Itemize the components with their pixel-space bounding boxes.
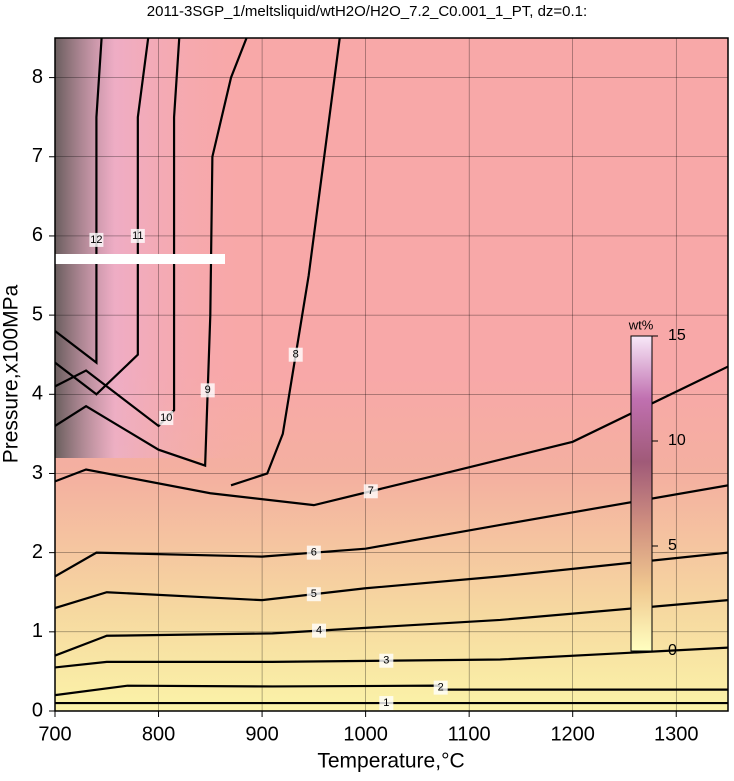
y-tick-label: 8 bbox=[32, 66, 43, 88]
contour-label-bg bbox=[363, 484, 378, 499]
y-tick-label: 5 bbox=[32, 303, 43, 325]
contour-line bbox=[55, 646, 728, 669]
contour-label-bg bbox=[379, 653, 394, 668]
y-tick-label: 4 bbox=[32, 383, 43, 405]
x-tick-label: 1100 bbox=[448, 723, 491, 745]
contour-label: 1 bbox=[383, 697, 389, 709]
contour-label-bg bbox=[312, 623, 327, 638]
y-tick-label: 0 bbox=[32, 699, 43, 721]
contour-label: 11 bbox=[132, 230, 143, 242]
contour-label-bg bbox=[288, 347, 303, 362]
contour-label-bg bbox=[306, 587, 321, 602]
x-axis-label: Temperature,°C bbox=[317, 750, 464, 773]
contour-line bbox=[55, 365, 728, 507]
colorbar-tick-label: 15 bbox=[668, 327, 686, 344]
contour-label-bg bbox=[130, 228, 145, 243]
plot-frame bbox=[54, 37, 729, 712]
y-tick-label: 2 bbox=[32, 541, 43, 563]
colorbar-label: wt% bbox=[628, 317, 654, 332]
contour-label: 10 bbox=[160, 412, 172, 424]
contour-label-bg bbox=[89, 232, 104, 247]
x-tick-label: 800 bbox=[142, 723, 175, 745]
contour-label: 4 bbox=[316, 625, 322, 637]
x-tick-label: 1300 bbox=[654, 723, 699, 745]
contour-label-bg bbox=[159, 411, 174, 426]
contour-label: 12 bbox=[90, 234, 102, 246]
chart-title: 2011-3SGP_1/meltsliquid/wtH2O/H2O_7.2_C0… bbox=[147, 3, 587, 20]
colorbar-tick-label: 5 bbox=[668, 537, 677, 554]
contour-label: 7 bbox=[368, 485, 374, 497]
x-tick-label: 1000 bbox=[343, 723, 388, 745]
colorbar bbox=[630, 335, 653, 652]
white-band bbox=[55, 254, 225, 264]
contour-label: 2 bbox=[438, 682, 444, 694]
contour-label-bg bbox=[433, 680, 448, 695]
x-tick-label: 900 bbox=[245, 723, 278, 745]
contour-label: 8 bbox=[293, 349, 299, 361]
y-tick-label: 7 bbox=[32, 145, 43, 167]
contour-label-bg bbox=[379, 696, 394, 711]
y-tick-label: 6 bbox=[32, 224, 43, 246]
x-tick-label: 1200 bbox=[550, 723, 595, 745]
contour-label: 6 bbox=[311, 547, 317, 559]
contour-label-bg bbox=[200, 383, 215, 398]
contour-label: 9 bbox=[205, 384, 211, 396]
y-tick-label: 3 bbox=[32, 462, 43, 484]
y-tick-label: 1 bbox=[32, 620, 43, 642]
x-tick-label: 700 bbox=[38, 723, 71, 745]
y-axis-label: Pressure,x100MPa bbox=[0, 284, 23, 463]
colorbar-tick-label: 10 bbox=[668, 432, 686, 449]
contour-line bbox=[55, 38, 150, 396]
contour-label: 3 bbox=[383, 655, 389, 667]
contour-line bbox=[230, 38, 341, 487]
contour-label: 5 bbox=[311, 588, 317, 600]
colorbar-tick-label: 0 bbox=[668, 642, 677, 659]
contour-label-bg bbox=[306, 545, 321, 560]
